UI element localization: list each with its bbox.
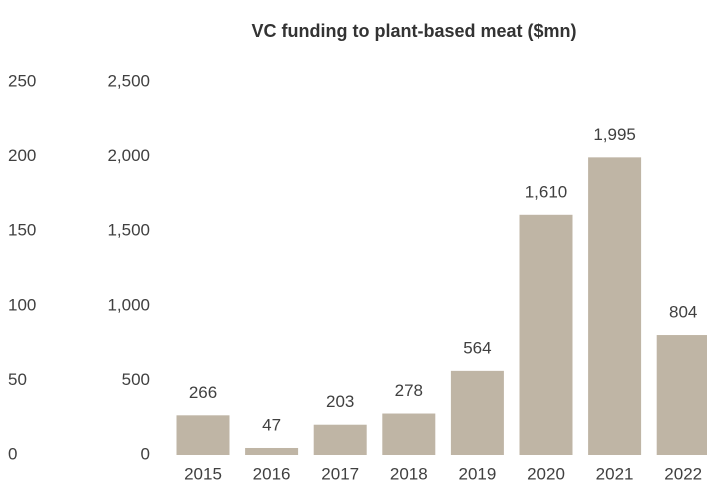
y-tick-label: 50 (8, 370, 27, 389)
data-label: 564 (463, 338, 491, 357)
y-tick-label: 150 (8, 221, 36, 240)
chart-title: VC funding to plant-based meat ($mn) (251, 21, 576, 41)
y-tick-label: 0 (8, 444, 17, 463)
x-tick-label: 2020 (527, 464, 565, 483)
bar (519, 214, 573, 455)
y2-tick-label: 2,000 (107, 146, 150, 165)
x-tick-label: 2022 (664, 464, 702, 483)
bar (382, 413, 436, 455)
y2-tick-label: 1,000 (107, 295, 150, 314)
data-label: 1,610 (525, 182, 568, 201)
y-tick-label: 200 (8, 146, 36, 165)
data-label: 266 (189, 383, 217, 402)
data-label: 1,995 (593, 125, 636, 144)
x-tick-label: 2019 (458, 464, 496, 483)
bar (450, 370, 504, 455)
y2-tick-label: 1,500 (107, 221, 150, 240)
data-label: 278 (395, 381, 423, 400)
y2-tick-label: 0 (141, 444, 150, 463)
y2-tick-label: 500 (122, 370, 150, 389)
bar (656, 335, 707, 455)
data-label: 804 (669, 303, 697, 322)
x-tick-label: 2015 (184, 464, 222, 483)
y-tick-label: 100 (8, 295, 36, 314)
y2-tick-label: 2,500 (107, 71, 150, 90)
bar (176, 415, 230, 455)
y-tick-label: 250 (8, 71, 36, 90)
data-label: 47 (262, 415, 281, 434)
x-tick-label: 2018 (390, 464, 428, 483)
bar (245, 447, 299, 455)
data-label: 203 (326, 392, 354, 411)
x-tick-label: 2016 (253, 464, 291, 483)
x-tick-label: 2021 (596, 464, 634, 483)
x-tick-label: 2017 (321, 464, 359, 483)
bar (588, 157, 642, 455)
bar (313, 424, 367, 455)
